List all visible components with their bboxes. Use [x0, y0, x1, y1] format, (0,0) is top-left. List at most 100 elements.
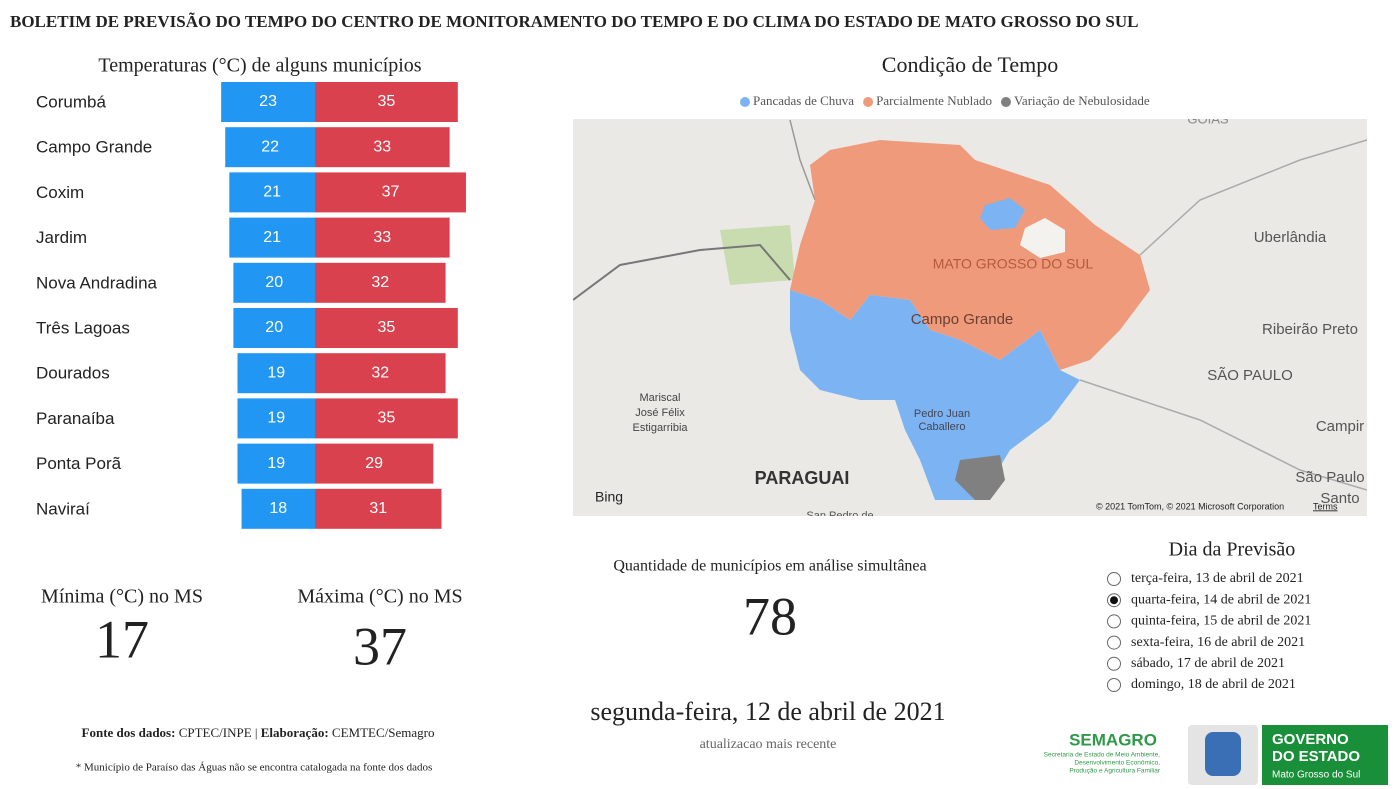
- value-label: 37: [382, 184, 400, 201]
- bar: [221, 82, 315, 122]
- region-variable: [955, 455, 1005, 500]
- kpi-value: 78: [743, 586, 797, 646]
- bar: [237, 398, 315, 439]
- radio[interactable]: [1107, 614, 1121, 629]
- bar: [229, 172, 315, 213]
- map-brand: Bing: [595, 489, 623, 505]
- logo-gov-text: Mato Grosso do Sul: [1272, 770, 1360, 781]
- map-legend: Pancadas de Chuva Parcialmente Nublado Var…: [740, 93, 1150, 108]
- map-label: Santo: [1320, 490, 1359, 507]
- map-label: Campir: [1316, 418, 1364, 435]
- map-label: Mariscal: [640, 392, 681, 404]
- bar: [315, 127, 450, 168]
- kpi-label: Mínima (°C) no MS: [41, 586, 203, 608]
- value-label: 32: [371, 364, 389, 381]
- bar: [315, 172, 466, 213]
- logo-gov-text: GOVERNO: [1272, 731, 1349, 748]
- value-label: 19: [267, 364, 285, 381]
- day-picker: terça-feira, 13 de abril de 2021 quarta-f…: [1107, 571, 1311, 692]
- logo-gov-text: DO ESTADO: [1272, 748, 1360, 765]
- radio-label[interactable]: terça-feira, 13 de abril de 2021: [1131, 571, 1304, 586]
- map-label: SÃO PAULO: [1207, 367, 1293, 384]
- value-label: 21: [263, 184, 281, 201]
- value-label: 33: [373, 138, 391, 155]
- legend-label: Variação de Nebulosidade: [1014, 93, 1150, 108]
- region-partly-cloudy: [790, 140, 1150, 370]
- map-park: [720, 225, 795, 285]
- value-label: 19: [267, 455, 285, 472]
- legend-swatch: [863, 97, 874, 107]
- kpi-label: Máxima (°C) no MS: [297, 586, 462, 608]
- legend-label: Parcialmente Nublado: [876, 93, 992, 108]
- value-label: 35: [378, 319, 396, 336]
- bar: [233, 308, 315, 348]
- map-label: Pedro Juan: [914, 408, 970, 420]
- category-label: Nova Andradina: [36, 273, 158, 292]
- map-label: Campo Grande: [911, 311, 1014, 328]
- map-label: MATO GROSSO DO SUL: [933, 256, 1094, 272]
- map-copyright: © 2021 TomTom, © 2021 Microsoft Corporat…: [1096, 501, 1284, 511]
- category-label: Paranaíba: [36, 409, 115, 428]
- footer-source: Fonte dos dados: CPTEC/INPE | Elaboração…: [82, 725, 435, 740]
- bar: [315, 217, 450, 258]
- kpi-label: Quantidade de municípios em análise simu…: [613, 558, 926, 575]
- kpi-value: 17: [95, 609, 149, 669]
- value-label: 33: [373, 229, 391, 246]
- bar: [233, 262, 315, 303]
- map: GOIÁS Uberlândia MATO GROSSO DO SUL Campo G…: [573, 111, 1367, 516]
- page-title: BOLETIM DE PREVISÃO DO TEMPO DO CENTRO D…: [10, 12, 1138, 31]
- value-label: 22: [261, 138, 279, 155]
- radio[interactable]: [1107, 635, 1121, 650]
- bar: [237, 443, 315, 484]
- footer-label: Elaboração:: [261, 725, 329, 740]
- footnote: * Município de Paraíso das Águas não se …: [76, 762, 432, 774]
- footer-text: CPTEC/INPE |: [175, 725, 260, 740]
- radio[interactable]: [1107, 678, 1121, 692]
- map-terms[interactable]: Terms: [1313, 501, 1338, 511]
- radio-label[interactable]: sexta-feira, 16 de abril de 2021: [1131, 635, 1305, 650]
- map-border: [789, 119, 816, 201]
- logo-emblem: [1205, 732, 1241, 776]
- legend-swatch: [1000, 97, 1011, 107]
- bar: [229, 217, 315, 258]
- radio[interactable]: [1107, 656, 1121, 671]
- value-label: 35: [378, 410, 396, 427]
- logo-semagro-sub: Secretaria de Estado de Meio Ambiente,: [1044, 752, 1161, 759]
- legend-label: Pancadas de Chuva: [753, 93, 854, 108]
- category-label: Campo Grande: [36, 138, 152, 157]
- radio-label[interactable]: domingo, 18 de abril de 2021: [1131, 677, 1296, 692]
- radio-label[interactable]: sábado, 17 de abril de 2021: [1131, 656, 1285, 671]
- region-rain: [980, 198, 1025, 230]
- map-label: GOIÁS: [1187, 111, 1229, 126]
- logo-gov: [1262, 725, 1388, 785]
- value-label: 23: [259, 93, 277, 110]
- value-label: 19: [267, 410, 285, 427]
- map-label: José Félix: [635, 407, 685, 419]
- category-label: Jardim: [36, 228, 87, 247]
- radio-dot: [1110, 596, 1118, 605]
- category-label: Três Lagoas: [36, 318, 130, 337]
- map-border: [1139, 139, 1367, 256]
- bar-chart: Corumbá 23 35 Campo Grande 22 33 Coxim 21 37 Jard…: [36, 82, 466, 529]
- map-label: Caballero: [918, 421, 965, 433]
- radio[interactable]: [1107, 572, 1121, 586]
- map-border: [1079, 379, 1367, 491]
- logo-semagro-sub: Desenvolvimento Econômico,: [1074, 760, 1160, 767]
- value-label: 29: [365, 455, 383, 472]
- bar: [237, 353, 315, 394]
- value-label: 32: [371, 274, 389, 291]
- bar: [225, 127, 315, 168]
- map-label: São Paulo: [1295, 469, 1364, 486]
- bar: [315, 82, 458, 122]
- radio-label[interactable]: quarta-feira, 14 de abril de 2021: [1131, 592, 1311, 607]
- map-title: Condição de Tempo: [882, 52, 1058, 77]
- value-label: 18: [269, 500, 287, 517]
- kpi-value: 37: [353, 616, 407, 676]
- logo-semagro: SEMAGRO: [1069, 730, 1157, 749]
- bar: [315, 443, 434, 484]
- footer-text: CEMTEC/Semagro: [329, 725, 435, 740]
- logo-semagro-sub: Produção e Agricultura Familiar: [1069, 768, 1161, 775]
- date: segunda-feira, 12 de abril de 2021: [590, 697, 945, 726]
- radio-label[interactable]: quinta-feira, 15 de abril de 2021: [1131, 614, 1311, 629]
